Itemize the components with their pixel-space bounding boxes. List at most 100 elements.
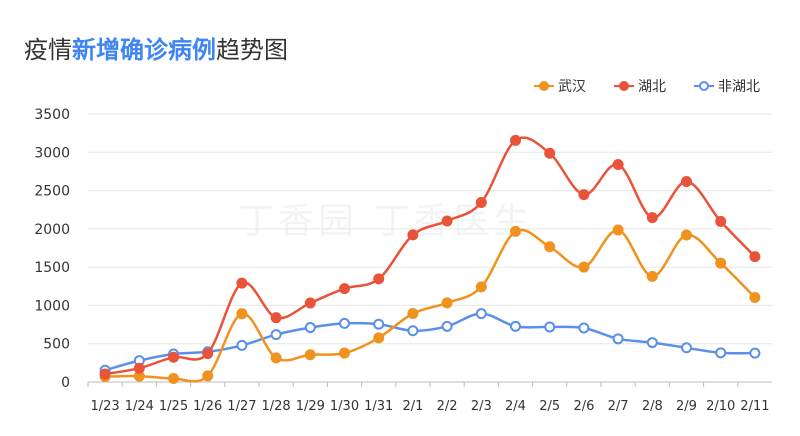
x-tick-label: 2/9: [676, 399, 697, 414]
x-tick-label: 1/24: [125, 399, 154, 414]
data-point-series-3: [510, 320, 521, 332]
y-tick-label: 0: [61, 375, 70, 391]
data-point-series-1: [612, 224, 624, 236]
data-point-series-1: [407, 308, 419, 320]
legend-line-marker-icon: [694, 81, 714, 91]
x-tick-label: 2/1: [402, 399, 423, 414]
legend-line-marker-icon: [534, 81, 554, 91]
data-point-series-1: [578, 261, 590, 273]
data-point-series-1: [304, 349, 316, 361]
y-tick-label: 3000: [34, 145, 70, 161]
x-tick-label: 1/25: [159, 399, 188, 414]
x-tick-label: 2/3: [471, 399, 492, 414]
data-point-series-2: [99, 368, 111, 380]
legend-item[interactable]: 湖北: [614, 76, 666, 96]
data-point-series-1: [168, 372, 179, 384]
chart-title: 疫情新增确诊病例趋势图: [24, 30, 288, 65]
x-tick-label: 1/27: [227, 399, 256, 414]
legend-item[interactable]: 武汉: [534, 76, 586, 96]
data-point-series-3: [407, 325, 419, 337]
data-point-series-1: [475, 281, 487, 293]
data-point-series-1: [270, 352, 282, 364]
data-point-series-3: [475, 308, 487, 320]
data-point-series-3: [544, 321, 556, 333]
legend-marker-dot: [619, 81, 629, 91]
title-suffix: 趋势图: [216, 36, 288, 64]
x-tick-label: 1/29: [296, 399, 325, 414]
data-point-series-2: [339, 283, 350, 295]
title-highlight: 新增确诊病例: [72, 36, 216, 64]
x-tick-label: 2/10: [706, 399, 735, 414]
x-tick-label: 1/26: [193, 399, 222, 414]
x-tick-label: 2/8: [642, 399, 663, 414]
data-point-series-3: [715, 347, 727, 359]
data-point-series-3: [612, 333, 624, 345]
data-point-series-1: [510, 225, 521, 237]
legend-item[interactable]: 非湖北: [694, 76, 760, 96]
data-point-series-3: [373, 318, 385, 330]
legend-label: 武汉: [558, 79, 586, 95]
data-point-series-2: [715, 215, 727, 227]
legend-line-marker-icon: [614, 81, 634, 91]
data-point-series-3: [646, 337, 658, 349]
y-tick-label: 500: [43, 337, 70, 353]
title-prefix: 疫情: [24, 36, 72, 64]
data-point-series-3: [578, 322, 590, 334]
x-tick-label: 1/28: [261, 399, 290, 414]
y-tick-label: 2000: [34, 222, 70, 238]
legend-label: 非湖北: [718, 79, 760, 95]
data-point-series-2: [612, 158, 624, 170]
chart-legend: 武汉 湖北 非湖北: [534, 76, 760, 96]
y-tick-label: 3500: [34, 107, 70, 123]
y-tick-label: 1500: [34, 260, 70, 276]
x-tick-label: 2/11: [740, 399, 769, 414]
data-point-series-2: [133, 362, 145, 374]
x-tick-label: 2/7: [608, 399, 629, 414]
x-tick-label: 2/6: [573, 399, 594, 414]
legend-marker-dot: [699, 81, 709, 91]
data-point-series-2: [441, 215, 453, 227]
x-tick-label: 2/2: [437, 399, 458, 414]
data-point-series-1: [373, 332, 385, 344]
x-tick-label: 1/23: [90, 399, 119, 414]
data-point-series-3: [304, 322, 316, 334]
x-tick-label: 1/31: [364, 399, 393, 414]
data-point-series-3: [749, 347, 761, 359]
data-point-series-1: [339, 347, 350, 359]
series-line-2: [104, 136, 756, 376]
data-point-series-2: [236, 277, 248, 289]
data-point-series-2: [202, 348, 214, 360]
data-point-series-1: [681, 229, 692, 241]
data-point-series-2: [510, 134, 521, 146]
data-point-series-2: [544, 147, 556, 159]
data-point-series-2: [304, 297, 316, 309]
data-point-series-1: [441, 297, 453, 309]
data-point-series-1: [544, 241, 556, 253]
data-point-series-2: [407, 229, 419, 241]
data-point-series-3: [270, 329, 282, 341]
y-tick-label: 1000: [34, 298, 70, 314]
data-point-series-2: [270, 312, 282, 324]
data-point-series-2: [475, 196, 487, 208]
data-point-series-2: [646, 212, 658, 224]
data-point-series-2: [373, 273, 385, 285]
legend-label: 湖北: [638, 79, 666, 95]
data-point-series-3: [681, 342, 692, 354]
data-point-series-1: [646, 270, 658, 282]
data-point-series-2: [749, 251, 761, 263]
data-point-series-2: [578, 189, 590, 201]
x-tick-label: 2/4: [505, 399, 526, 414]
data-point-series-1: [202, 370, 214, 382]
x-tick-label: 1/30: [330, 399, 359, 414]
data-point-series-2: [681, 176, 692, 188]
data-point-series-3: [236, 339, 248, 351]
data-point-series-1: [715, 257, 727, 269]
data-point-series-2: [168, 351, 179, 363]
legend-marker-dot: [539, 81, 549, 91]
data-point-series-3: [339, 317, 350, 329]
data-point-series-3: [441, 320, 453, 332]
data-point-series-1: [749, 291, 761, 303]
y-tick-label: 2500: [34, 184, 70, 200]
x-tick-label: 2/5: [539, 399, 560, 414]
